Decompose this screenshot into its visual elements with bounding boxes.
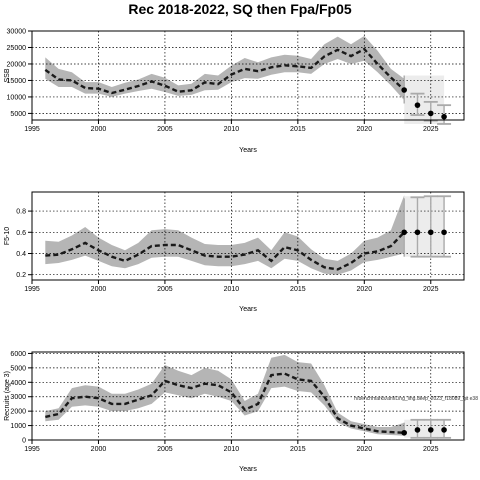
x-tick-label: 2005 xyxy=(157,126,173,133)
panel-recruits: 1995 2000 2005 2010 2015 2020 2025 0 1000 2000 300… xyxy=(4,351,478,473)
x-tick-label: 2005 xyxy=(157,446,173,453)
y-tick-label: 6000 xyxy=(10,351,26,358)
projection-band xyxy=(404,75,445,124)
projection-band xyxy=(404,196,445,257)
y-tick-label: 25000 xyxy=(7,45,27,52)
y-tick-label: 5000 xyxy=(10,365,26,372)
x-axis-label: Years xyxy=(239,306,257,313)
y-tick-label: 10000 xyxy=(7,94,27,101)
series-line xyxy=(45,372,405,434)
x-axis-label: Years xyxy=(239,466,257,473)
panel-ssb: 1995 2000 2005 2010 2015 2020 2025 5000 10000 150… xyxy=(4,29,465,154)
y-tick-label: 0.4 xyxy=(16,251,26,258)
y-tick-label: 4000 xyxy=(10,380,26,387)
annotation-text: h/benchmarks/anf/Ling_ling.deep_2023_r18… xyxy=(354,396,478,402)
projection-point xyxy=(427,229,434,236)
x-tick-label: 2000 xyxy=(91,286,107,293)
x-tick-label: 2010 xyxy=(224,286,240,293)
x-tick-label: 2025 xyxy=(423,286,439,293)
y-tick-label: 1000 xyxy=(10,423,26,430)
x-tick-label: 2020 xyxy=(357,446,373,453)
chart-title: Rec 2018-2022, SQ then Fpa/Fp05 xyxy=(128,1,352,17)
y-tick-label: 0.6 xyxy=(16,230,26,237)
x-tick-label: 1995 xyxy=(24,446,40,453)
projection-point xyxy=(441,113,447,120)
y-tick-label: 0.2 xyxy=(16,272,26,279)
x-tick-label: 2015 xyxy=(290,126,306,133)
projection-point xyxy=(427,110,434,117)
projection-point xyxy=(427,427,434,433)
panel-f: 1995 2000 2005 2010 2015 2020 2025 0.2 0.4 0.6 0.8… xyxy=(4,191,465,313)
y-tick-label: 20000 xyxy=(7,61,27,68)
projection-point xyxy=(401,87,407,93)
x-tick-label: 2015 xyxy=(290,286,306,293)
x-tick-label: 2010 xyxy=(224,126,240,133)
y-tick-label: 15000 xyxy=(7,78,27,85)
y-tick-label: 0 xyxy=(22,438,26,445)
projection-point xyxy=(414,102,421,108)
projection-point xyxy=(441,229,447,236)
x-tick-label: 2000 xyxy=(91,446,107,453)
projection-point xyxy=(401,229,407,236)
y-axis-label: SSB xyxy=(4,68,11,82)
y-axis-label: Recruits (age 3) xyxy=(4,371,11,421)
plot-frame xyxy=(31,30,465,121)
y-tick-label: 2000 xyxy=(10,409,26,416)
x-tick-label: 2005 xyxy=(157,286,173,293)
projection-point xyxy=(441,427,447,433)
plot-frame xyxy=(31,191,465,281)
projection-point xyxy=(414,427,421,433)
projection-point xyxy=(414,229,421,236)
series-line xyxy=(44,47,406,95)
x-tick-label: 2010 xyxy=(224,446,240,453)
projection-band xyxy=(404,419,445,438)
x-tick-label: 2015 xyxy=(290,446,306,453)
y-tick-label: 0.8 xyxy=(16,209,26,216)
confidence-band xyxy=(45,35,405,101)
x-tick-label: 2020 xyxy=(357,286,373,293)
x-tick-label: 1995 xyxy=(24,126,40,133)
x-tick-label: 2025 xyxy=(423,446,439,453)
x-tick-label: 2020 xyxy=(357,126,373,133)
series-line xyxy=(45,231,406,271)
y-axis-label: F5-10 xyxy=(4,227,11,245)
plot-frame xyxy=(31,351,465,441)
y-tick-label: 30000 xyxy=(7,29,27,36)
projection-point xyxy=(401,429,407,436)
y-tick-label: 5000 xyxy=(10,111,26,118)
x-tick-label: 1995 xyxy=(24,286,40,293)
x-tick-label: 2025 xyxy=(423,126,439,133)
confidence-band xyxy=(45,354,405,436)
x-tick-label: 2000 xyxy=(91,126,107,133)
x-axis-label: Years xyxy=(239,147,257,154)
y-tick-label: 3000 xyxy=(10,394,26,401)
confidence-band xyxy=(45,195,405,275)
